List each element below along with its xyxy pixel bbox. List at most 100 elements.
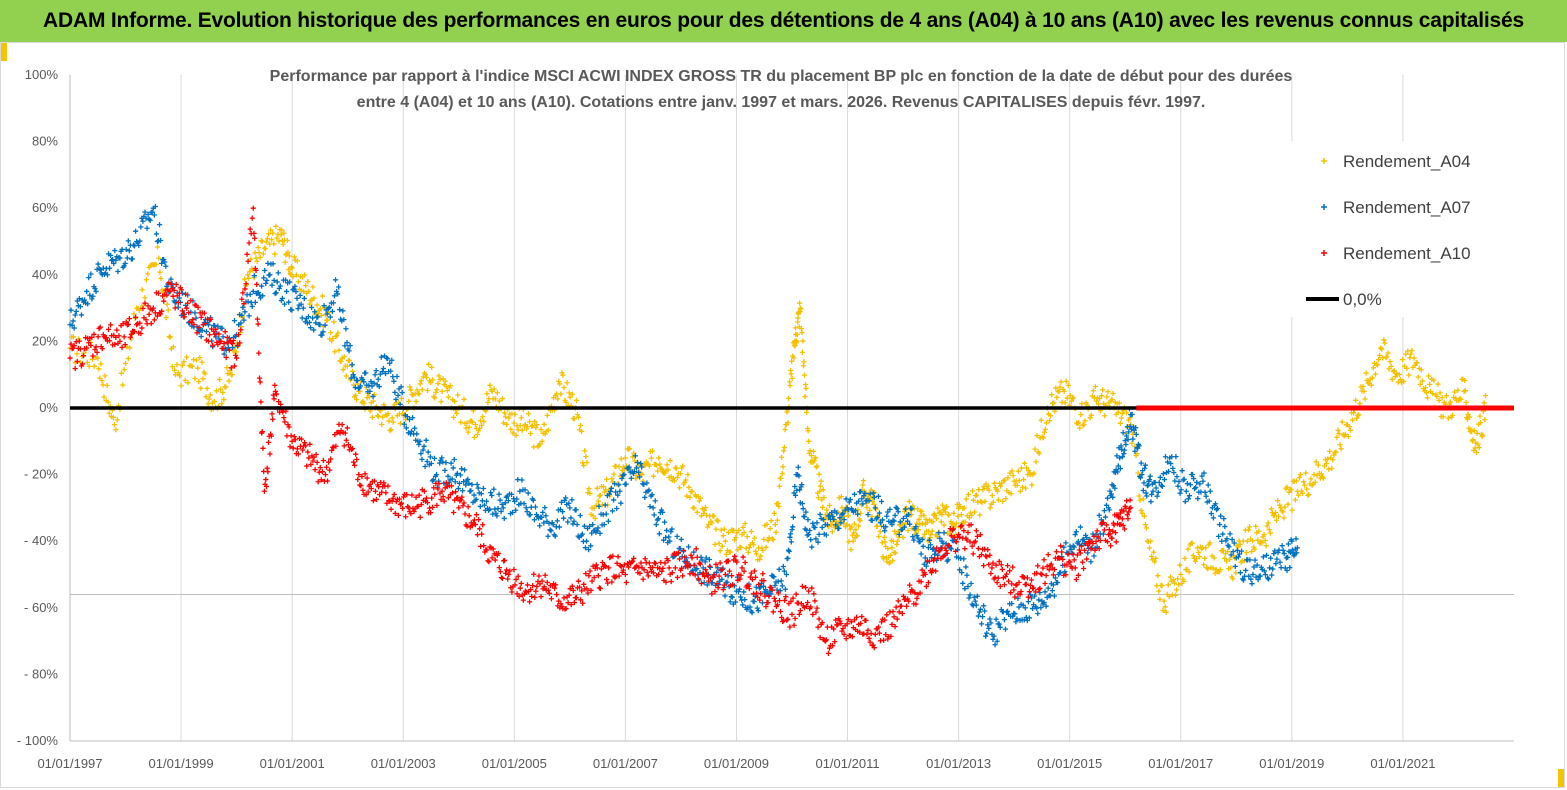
- data-point-fill: [125, 321, 131, 327]
- data-point: [483, 498, 490, 504]
- data-point-fill: [126, 248, 132, 254]
- data-point-fill: [239, 312, 245, 318]
- data-point-fill: [569, 391, 575, 397]
- data-point-fill: [892, 550, 899, 556]
- data-point-fill: [1388, 363, 1394, 369]
- data-point-fill: [835, 509, 841, 515]
- data-point-fill: [683, 477, 689, 483]
- data-point-fill: [632, 453, 639, 459]
- data-point-fill: [696, 498, 702, 504]
- data-point-fill: [494, 390, 500, 396]
- data-point: [972, 598, 978, 604]
- data-point-fill: [80, 353, 87, 359]
- data-point-fill: [514, 496, 520, 502]
- data-point-fill: [368, 485, 374, 492]
- data-point-fill: [320, 329, 326, 335]
- data-point-fill: [1035, 610, 1041, 617]
- data-point-fill: [1193, 556, 1199, 562]
- data-point-fill: [408, 511, 414, 517]
- data-point-fill: [959, 570, 965, 576]
- data-point-fill: [1223, 558, 1230, 564]
- data-point-fill: [210, 342, 216, 348]
- data-point-fill: [1288, 487, 1294, 493]
- data-point-fill: [1110, 494, 1116, 500]
- data-point: [67, 355, 73, 361]
- data-point-fill: [499, 395, 506, 402]
- data-point-fill: [1013, 619, 1019, 625]
- data-point-fill: [693, 566, 699, 573]
- data-point-fill: [318, 477, 324, 483]
- data-point: [322, 472, 329, 478]
- data-point-fill: [1010, 564, 1016, 570]
- data-point-fill: [215, 323, 221, 329]
- data-point-fill: [180, 311, 187, 317]
- data-point-fill: [1339, 419, 1345, 425]
- data-point-fill: [919, 508, 925, 515]
- data-point-fill: [801, 359, 807, 365]
- data-point-fill: [795, 464, 801, 470]
- data-point-fill: [459, 488, 466, 494]
- data-point-fill: [925, 545, 932, 551]
- data-point-fill: [526, 419, 533, 425]
- data-point-fill: [802, 393, 808, 400]
- data-point-fill: [586, 486, 592, 492]
- data-point-fill: [260, 445, 266, 451]
- data-point-fill: [1001, 616, 1008, 623]
- data-point-fill: [227, 368, 233, 374]
- data-point-fill: [1349, 417, 1356, 423]
- data-point-fill: [727, 549, 734, 555]
- data-point-fill: [273, 290, 279, 296]
- data-point-fill: [1399, 357, 1406, 363]
- data-point-fill: [677, 471, 684, 477]
- data-point-fill: [799, 500, 806, 507]
- data-point-fill: [571, 416, 577, 422]
- data-point-fill: [1473, 449, 1480, 456]
- data-point-fill: [1362, 396, 1368, 402]
- data-point-fill: [254, 281, 260, 288]
- data-point-fill: [785, 555, 791, 561]
- data-point-fill: [882, 539, 888, 545]
- data-point-fill: [333, 443, 339, 449]
- data-point: [333, 288, 340, 295]
- data-point-fill: [797, 487, 803, 493]
- data-point-fill: [255, 321, 261, 327]
- data-point-fill: [403, 425, 409, 431]
- data-point-fill: [1384, 354, 1390, 360]
- data-point: [250, 205, 256, 211]
- data-point-fill: [286, 424, 292, 430]
- data-point-fill: [621, 466, 627, 472]
- data-point-fill: [800, 506, 806, 512]
- data-point-fill: [1257, 573, 1263, 579]
- data-point-fill: [324, 478, 331, 484]
- data-point-fill: [133, 314, 139, 320]
- data-point-fill: [371, 380, 377, 386]
- data-point-fill: [1302, 482, 1308, 488]
- data-point-fill: [536, 573, 542, 579]
- data-point-fill: [434, 387, 440, 393]
- data-point-fill: [491, 486, 497, 492]
- data-point-fill: [1220, 547, 1227, 553]
- data-point-fill: [1104, 495, 1111, 501]
- data-point-fill: [862, 490, 868, 496]
- data-point-fill: [395, 512, 401, 518]
- data-point-fill: [569, 497, 575, 503]
- data-point-fill: [1312, 479, 1318, 485]
- data-point-fill: [764, 521, 770, 527]
- data-point-fill: [1063, 540, 1069, 546]
- data-point-fill: [509, 509, 516, 516]
- data-point-fill: [768, 518, 774, 524]
- data-point-fill: [252, 235, 258, 241]
- data-point-fill: [148, 320, 154, 327]
- data-point-fill: [907, 582, 913, 588]
- data-point-fill: [563, 495, 569, 501]
- data-point-fill: [994, 579, 1000, 586]
- data-point-fill: [1431, 377, 1437, 383]
- data-point-fill: [1194, 479, 1200, 486]
- data-point: [672, 565, 678, 571]
- series-Rendement_A04: [67, 223, 1489, 615]
- data-point-fill: [576, 584, 583, 590]
- data-point-fill: [652, 498, 658, 504]
- data-point-fill: [609, 476, 615, 482]
- data-point-fill: [995, 575, 1001, 581]
- data-point-fill: [404, 413, 410, 420]
